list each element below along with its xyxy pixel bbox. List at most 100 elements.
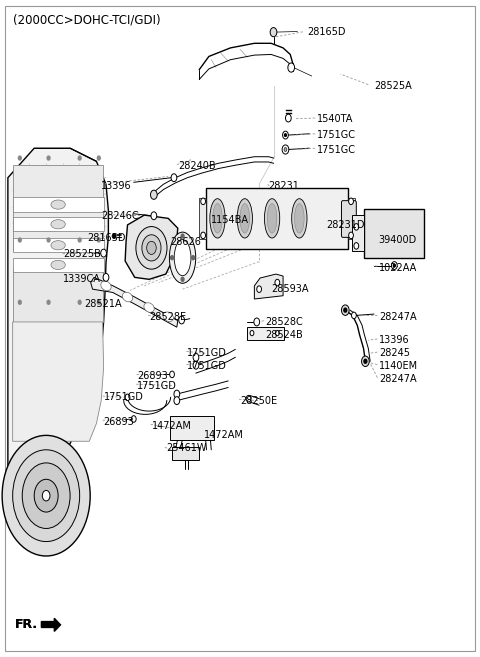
Circle shape	[174, 390, 180, 398]
Text: 28528E: 28528E	[149, 311, 186, 322]
Text: 1751GD: 1751GD	[187, 361, 227, 371]
Circle shape	[351, 312, 356, 319]
Ellipse shape	[264, 198, 280, 238]
Circle shape	[192, 256, 194, 260]
Ellipse shape	[122, 292, 132, 302]
Text: 1022AA: 1022AA	[379, 263, 417, 273]
FancyBboxPatch shape	[364, 208, 424, 258]
Circle shape	[22, 463, 70, 528]
Circle shape	[276, 330, 279, 336]
Circle shape	[97, 300, 100, 304]
Circle shape	[201, 198, 205, 204]
FancyBboxPatch shape	[206, 188, 348, 248]
Circle shape	[364, 359, 367, 363]
Circle shape	[246, 396, 251, 402]
Ellipse shape	[101, 281, 111, 290]
Circle shape	[344, 308, 347, 312]
Text: 26893: 26893	[137, 371, 168, 380]
FancyBboxPatch shape	[169, 417, 214, 440]
Ellipse shape	[169, 232, 196, 283]
FancyBboxPatch shape	[12, 268, 103, 322]
FancyBboxPatch shape	[12, 197, 104, 212]
Polygon shape	[91, 277, 178, 327]
Text: 28165D: 28165D	[87, 233, 125, 243]
Ellipse shape	[51, 260, 65, 269]
Circle shape	[257, 286, 262, 292]
Circle shape	[179, 316, 184, 324]
Circle shape	[193, 353, 199, 361]
Circle shape	[2, 436, 90, 556]
Circle shape	[254, 318, 260, 326]
Ellipse shape	[51, 219, 65, 229]
Ellipse shape	[237, 198, 252, 238]
Text: FR.: FR.	[15, 618, 38, 631]
Text: 28245: 28245	[379, 348, 410, 359]
Circle shape	[284, 148, 287, 152]
FancyBboxPatch shape	[12, 238, 104, 252]
Ellipse shape	[295, 204, 304, 233]
FancyBboxPatch shape	[341, 200, 356, 237]
Circle shape	[174, 397, 180, 405]
Circle shape	[42, 490, 50, 501]
Circle shape	[112, 233, 116, 238]
FancyBboxPatch shape	[348, 198, 355, 238]
Text: 1154BA: 1154BA	[211, 215, 249, 225]
Circle shape	[270, 28, 277, 37]
Circle shape	[151, 212, 157, 219]
Circle shape	[97, 156, 100, 160]
Ellipse shape	[51, 200, 65, 209]
FancyBboxPatch shape	[12, 165, 103, 250]
Circle shape	[171, 173, 177, 181]
Polygon shape	[8, 148, 108, 483]
Circle shape	[78, 238, 81, 242]
Text: 28231D: 28231D	[326, 220, 365, 230]
Text: 28247A: 28247A	[379, 311, 417, 322]
Text: 28240B: 28240B	[178, 161, 216, 171]
Circle shape	[283, 131, 288, 139]
Ellipse shape	[213, 204, 222, 233]
Circle shape	[34, 480, 58, 512]
Ellipse shape	[240, 204, 250, 233]
Circle shape	[78, 156, 81, 160]
Text: 28525B: 28525B	[63, 250, 101, 260]
Text: 1751GD: 1751GD	[104, 392, 144, 402]
Circle shape	[250, 330, 254, 336]
Ellipse shape	[136, 227, 167, 269]
Circle shape	[286, 114, 291, 122]
FancyBboxPatch shape	[12, 258, 104, 272]
Circle shape	[125, 394, 130, 401]
Circle shape	[97, 238, 100, 242]
Circle shape	[354, 223, 359, 230]
Ellipse shape	[292, 198, 307, 238]
Circle shape	[18, 156, 21, 160]
FancyBboxPatch shape	[199, 198, 206, 238]
Circle shape	[169, 371, 174, 378]
Circle shape	[392, 261, 397, 269]
Ellipse shape	[163, 312, 173, 321]
Text: 28250E: 28250E	[240, 396, 277, 405]
Text: 28525A: 28525A	[374, 81, 412, 91]
Polygon shape	[12, 322, 104, 442]
Circle shape	[78, 300, 81, 304]
Text: 1472AM: 1472AM	[204, 430, 244, 440]
Circle shape	[181, 277, 184, 281]
Text: 25461W: 25461W	[166, 443, 206, 453]
Polygon shape	[41, 618, 60, 631]
Circle shape	[288, 63, 295, 72]
Circle shape	[18, 300, 21, 304]
FancyBboxPatch shape	[247, 327, 284, 340]
Polygon shape	[254, 274, 283, 299]
Text: (2000CC>DOHC-TCI/GDI): (2000CC>DOHC-TCI/GDI)	[12, 14, 160, 27]
Text: 1472AM: 1472AM	[152, 420, 192, 430]
Ellipse shape	[51, 240, 65, 250]
Circle shape	[348, 232, 353, 238]
Circle shape	[361, 356, 369, 367]
Circle shape	[101, 249, 107, 257]
Circle shape	[354, 242, 359, 249]
Text: 1540TA: 1540TA	[317, 114, 353, 124]
Text: 13396: 13396	[101, 181, 132, 191]
Text: 28246C: 28246C	[101, 211, 139, 221]
Circle shape	[282, 145, 289, 154]
Text: 1339CA: 1339CA	[63, 275, 101, 284]
Circle shape	[341, 305, 349, 315]
